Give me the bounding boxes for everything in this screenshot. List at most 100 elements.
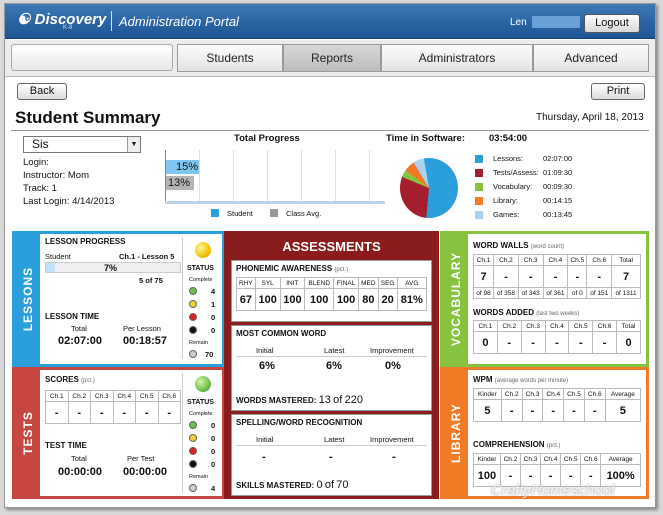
table-cell: - xyxy=(45,401,69,424)
green-dot-icon xyxy=(189,287,197,295)
lessons-status-title: STATUS xyxy=(187,265,214,272)
tab-students[interactable]: Students xyxy=(177,44,283,72)
table-cell: - xyxy=(493,265,519,288)
avg-legend-swatch xyxy=(270,209,278,217)
table-cell: - xyxy=(517,265,544,288)
table-row: 0-----0 xyxy=(473,331,641,354)
table-cell: - xyxy=(157,401,181,424)
common-improvement-label: Improvement xyxy=(370,346,414,355)
tab-reports[interactable]: Reports xyxy=(283,44,381,72)
common-latest-label: Latest xyxy=(324,346,345,355)
common-initial-value: 6% xyxy=(259,360,275,372)
table-cell: - xyxy=(542,399,565,422)
table-row: ------ xyxy=(45,401,181,424)
tests-tab: TESTS xyxy=(15,370,40,496)
words-added-table: Ch.1 Ch.2 Ch.3 Ch.4 Ch.5 Ch.6 Total 0- - - - -0 xyxy=(473,320,641,354)
table-cell: Ch.3 xyxy=(520,453,542,465)
table-cell: - xyxy=(520,331,546,354)
table-cell: 100 xyxy=(254,288,281,311)
spelling-title: SPELLING/WORD RECOGNITION xyxy=(236,418,363,427)
time-title: Time in Software: xyxy=(386,133,466,144)
time-legend-value: 02:07:00 xyxy=(543,154,573,163)
table-cell: Ch.4 xyxy=(542,388,565,400)
table-cell: Average xyxy=(604,388,642,400)
table-cell: Ch.1 xyxy=(45,390,69,402)
status-light-icon xyxy=(195,242,211,258)
table-cell: - xyxy=(583,399,606,422)
tab-administrators[interactable]: Administrators xyxy=(381,44,533,72)
table-cell: Ch.1 xyxy=(472,254,495,266)
table-cell: 5 xyxy=(604,399,642,422)
table-cell: SYL xyxy=(254,277,281,289)
yellow-dot-icon xyxy=(189,300,197,308)
lessons-yellow-count: 1 xyxy=(211,300,216,309)
green-dot-icon xyxy=(189,421,197,429)
table-cell: Kinder xyxy=(473,388,502,400)
table-cell: 81% xyxy=(396,288,428,311)
table-cell: Ch.2 xyxy=(67,390,91,402)
table-row: 67 100 100 100 100 80 20 81% xyxy=(236,288,428,311)
table-cell: - xyxy=(563,399,585,422)
table-cell: 0 xyxy=(473,331,498,354)
tests-red-count: 0 xyxy=(211,447,216,456)
lessons-of-total: 5 of 75 xyxy=(139,276,163,285)
per-test-time: 00:00:00 xyxy=(123,466,168,478)
time-legend-swatch xyxy=(475,169,483,177)
table-cell: SEG xyxy=(377,277,398,289)
table-cell: of 151 xyxy=(586,287,613,299)
table-cell: Ch.4 xyxy=(540,453,562,465)
table-cell: - xyxy=(567,265,588,288)
title-divider xyxy=(11,130,649,131)
print-button[interactable]: Print xyxy=(591,83,645,100)
table-cell: of 0 xyxy=(567,287,588,299)
track-label: Track: 1 xyxy=(23,183,57,194)
common-word-title: MOST COMMON WORD xyxy=(236,329,327,338)
yellow-dot-icon xyxy=(189,434,197,442)
last-login-label: Last Login: 4/14/2013 xyxy=(23,196,115,207)
scores-title: SCORES (pct.) xyxy=(45,375,95,384)
table-cell: 80 xyxy=(358,288,379,311)
student-select[interactable]: Sis ▼ xyxy=(23,136,141,153)
progress-grid xyxy=(166,150,384,202)
login-label: Login: xyxy=(23,157,49,168)
table-cell: - xyxy=(500,399,523,422)
lessons-remain-count: 70 xyxy=(205,350,214,359)
scores-table: Ch.1 Ch.2 Ch.3 Ch.4 Ch.5 Ch.6- - - - - - xyxy=(45,390,181,424)
red-dot-icon xyxy=(189,447,197,455)
tab-advanced[interactable]: Advanced xyxy=(533,44,649,72)
table-cell: - xyxy=(520,464,542,487)
per-test-label: Per Test xyxy=(127,454,155,463)
logout-button[interactable]: Logout xyxy=(584,14,640,33)
table-cell: 100 xyxy=(304,288,335,311)
tests-status-title: STATUS xyxy=(187,399,214,406)
time-legend-swatch xyxy=(475,155,483,163)
total-progress-title: Total Progress xyxy=(234,133,300,144)
lesson-progress-pct: 7% xyxy=(104,263,118,273)
table-header-row: RHY SYL INIT BLEND FINAL MED SEG AVG xyxy=(236,277,428,289)
table-cell: of 1311 xyxy=(611,287,641,299)
class-avg-progress-bar: 13% xyxy=(166,176,195,190)
time-legend-value: 00:09:30 xyxy=(543,182,573,191)
lessons-tab: LESSONS xyxy=(15,234,40,364)
common-latest-value: 6% xyxy=(326,360,342,372)
table-cell: Average xyxy=(600,453,641,465)
table-header-row: Ch.1 Ch.2 Ch.3 Ch.4 Ch.5 Ch.6 Total xyxy=(472,254,641,266)
brand-logo: ☯ Discovery xyxy=(17,11,107,28)
table-cell: - xyxy=(544,331,570,354)
progress-chart: 15% 13% xyxy=(165,150,385,204)
lesson-total-label: Total xyxy=(71,324,87,333)
spelling-improvement-label: Improvement xyxy=(370,435,414,444)
time-legend-value: 01:09:30 xyxy=(543,168,573,177)
brand-sub: K-8 xyxy=(63,25,73,31)
word-walls-title: WORD WALLS (word count) xyxy=(473,241,565,250)
chevron-down-icon[interactable]: ▼ xyxy=(127,137,140,152)
common-header-rule xyxy=(236,356,427,357)
back-button[interactable]: Back xyxy=(17,83,67,100)
lessons-black-count: 0 xyxy=(211,326,216,335)
spelling-header-rule xyxy=(236,445,427,446)
word-walls-table: Ch.1 Ch.2 Ch.3 Ch.4 Ch.5 Ch.6 Total 7- - - - -7 of 9… xyxy=(472,254,641,299)
table-cell: FINAL xyxy=(333,277,360,289)
tests-panel: TESTS SCORES (pct.) Ch.1 Ch.2 Ch.3 Ch.4 Ch.5… xyxy=(12,367,225,499)
wpm-title: WPM (average words per minute) xyxy=(473,375,569,384)
table-cell: Ch.6 xyxy=(586,254,613,266)
